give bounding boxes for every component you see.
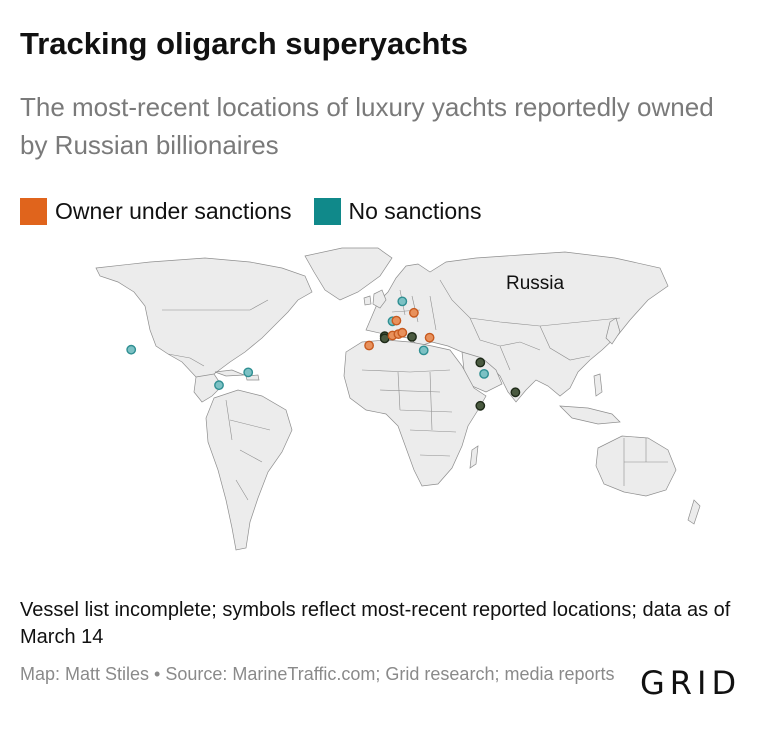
world-map: Russia [95,247,701,551]
yacht-norway [397,296,408,307]
grid-logo: GRID [640,664,742,702]
border-central-asia [469,317,541,371]
border-africa [361,369,457,457]
landmass-cuba [214,369,245,377]
legend-swatch-sanctioned [20,198,47,225]
yacht-california [126,344,137,355]
landmass-philippines [593,373,603,397]
border-china [539,325,591,361]
yacht-caribbean [243,367,254,378]
landmass-madagascar [469,445,479,469]
border-us-mexico [167,353,205,367]
landmass-central-america [193,373,223,403]
landmass-greenland [304,247,393,301]
chart-title: Tracking oligarch superyachts [20,26,468,61]
yacht-adriatic [407,331,417,342]
yacht-maldives [510,387,521,398]
yacht-dubai [475,357,486,368]
data-note: Vessel list incomplete; symbols reflect … [20,599,731,648]
border-south-america [225,399,271,501]
legend-swatch-no-sanctions [313,198,341,225]
yacht-italy-3 [397,327,408,338]
border-us-canada [162,299,269,311]
landmass-australia [595,435,677,497]
map-label-russia: Russia [506,273,565,294]
legend-item-no-sanctions: No sanctions [313,198,482,225]
legend-label-no-sanctions: No sanctions [348,198,482,224]
border-australia [623,438,668,486]
yacht-aegean [418,345,429,356]
yacht-baltic [408,307,419,318]
landmass-ireland [363,295,372,306]
legend-item-sanctioned: Owner under sanctions [20,198,292,225]
yacht-spain [364,340,374,351]
chart-subtitle: The most-recent locations of luxury yach… [20,92,714,160]
landmass-africa [343,339,487,487]
landmass-new-zealand [687,499,701,525]
land-masses [95,247,701,551]
landmass-eurasia [365,251,669,403]
landmass-south-america [205,389,293,551]
landmass-indonesia [559,405,621,425]
border-russia [439,279,621,327]
yacht-panama [214,380,224,391]
landmass-north-america [95,257,313,383]
legend: Owner under sanctions No sanctions [20,198,503,225]
yacht-india [479,368,489,379]
landmass-great-britain [372,289,387,309]
source-credit: Map: Matt Stiles • Source: MarineTraffic… [20,664,615,684]
yacht-hamburg [391,315,402,326]
yacht-seychelles [475,400,486,411]
yacht-turkey [424,332,435,343]
legend-label-sanctioned: Owner under sanctions [55,198,292,224]
yacht-markers [126,296,521,411]
